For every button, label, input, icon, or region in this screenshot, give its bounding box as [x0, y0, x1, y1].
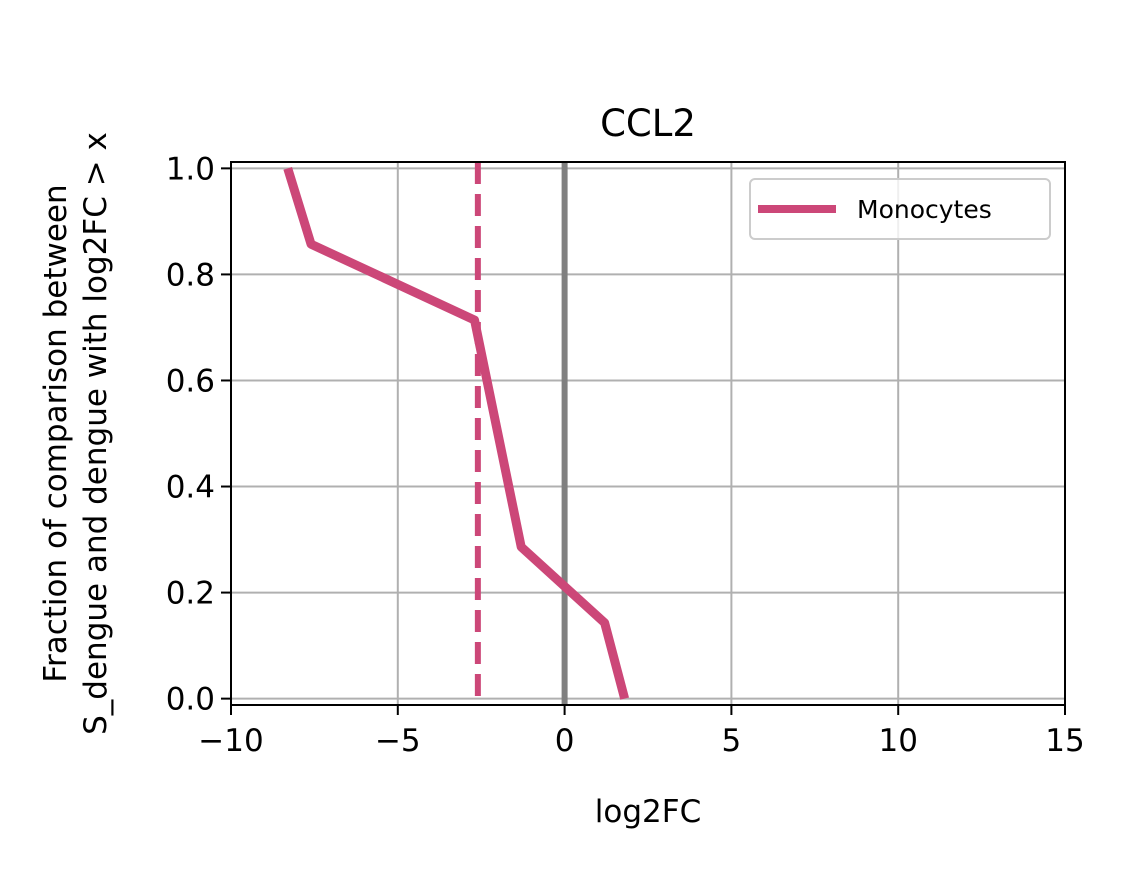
ticks: −10 −5 0 5 10 15 0.0 0.2 0.4 0.6 0.8 1.0 — [166, 151, 1085, 759]
x-tick-label: −5 — [375, 723, 421, 759]
y-tick-label: 0.6 — [166, 363, 215, 399]
y-tick-label: 0.4 — [166, 470, 215, 506]
legend-label-monocytes: Monocytes — [857, 195, 992, 224]
reference-lines — [474, 162, 568, 705]
x-axis-label: log2FC — [595, 794, 701, 830]
y-axis-label-line2: S_dengue and dengue with log2FC > x — [78, 132, 114, 735]
y-tick-label: 0.2 — [166, 576, 215, 612]
legend: Monocytes — [749, 178, 1051, 240]
x-tick-label: −10 — [198, 723, 263, 759]
x-tick-label: 0 — [555, 723, 575, 759]
legend-box — [749, 178, 1051, 240]
plot-frame — [230, 161, 1066, 706]
series-line-monocytes — [283, 167, 629, 700]
y-tick-label: 0.0 — [166, 682, 215, 718]
y-tick-label: 1.0 — [166, 151, 215, 187]
series — [283, 167, 629, 700]
x-tick-label: 15 — [1045, 723, 1084, 759]
chart-title: CCL2 — [600, 102, 696, 145]
x-tick-label: 5 — [722, 723, 742, 759]
grid — [230, 162, 1066, 705]
y-axis-label-line1: Fraction of comparison between — [38, 184, 74, 682]
x-tick-label: 10 — [878, 723, 917, 759]
y-tick-label: 0.8 — [166, 257, 215, 293]
